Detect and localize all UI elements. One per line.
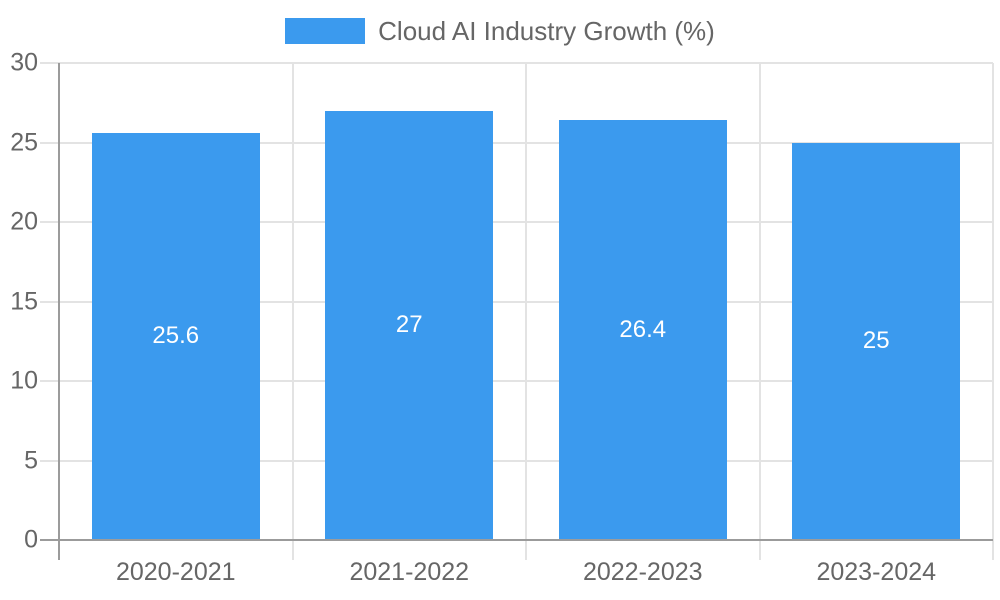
x-tick-label: 2022-2023 [582,558,703,586]
bar-2021-2022[interactable]: 27 [325,110,494,540]
category-separator [291,63,294,560]
plot-area: 0 5 10 15 20 25 30 25.6 27 26.4 25 2020-2021 2021-… [10,49,994,586]
bar-2022-2023[interactable]: 26.4 [558,120,727,540]
gridline [40,459,993,462]
category-separator [992,63,994,560]
y-tick-label: 15 [10,287,38,315]
y-tick-label: 0 [24,525,38,554]
x-axis-line [40,539,993,541]
bar-2020-2021[interactable]: 25.6 [91,132,260,540]
y-tick-label: 10 [10,366,38,395]
y-tick-label: 5 [24,446,38,474]
y-tick-label: 25 [10,128,38,156]
bar-2023-2024[interactable]: 25 [792,142,961,540]
category-separator [758,63,761,560]
bar-value-label: 27 [395,311,423,339]
gridline [40,221,993,223]
x-tick-label: 2021-2022 [349,558,470,586]
bar-value-label: 26.4 [619,316,667,344]
bar-value-label: 25 [862,327,890,355]
gridline [40,141,993,144]
x-tick-label: 2023-2024 [816,558,937,586]
y-tick-label: 20 [10,207,38,236]
legend-swatch [285,18,366,44]
x-tick-label: 2020-2021 [115,558,236,586]
category-separator [525,63,527,560]
legend[interactable]: Cloud AI Industry Growth (%) [0,14,1000,48]
gridline [40,380,993,382]
gridline [40,300,993,303]
legend-label: Cloud AI Industry Growth (%) [378,16,715,46]
bar-value-label: 25.6 [152,322,200,350]
y-tick-label: 30 [10,48,38,77]
y-axis-line [58,63,60,560]
gridline [40,62,993,64]
